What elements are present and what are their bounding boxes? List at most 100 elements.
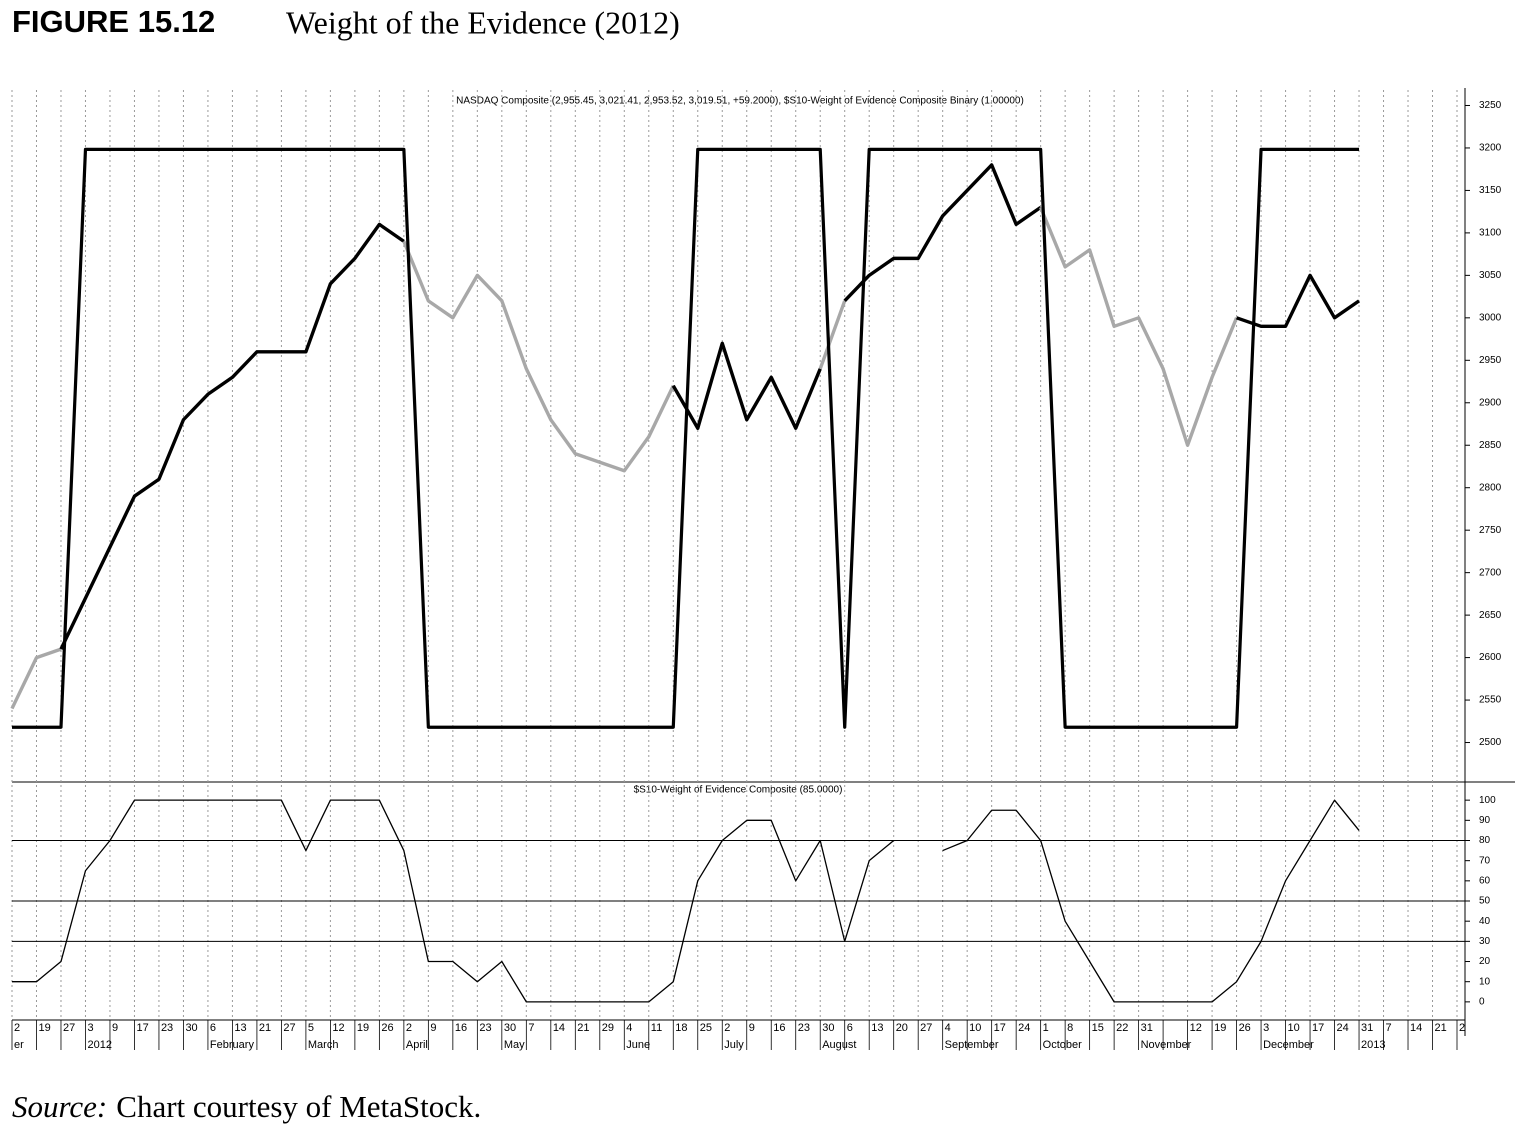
x-tick-label: 3: [1263, 1022, 1269, 1034]
figure-label: FIGURE 15.12: [12, 4, 215, 39]
y-tick-label: 0: [1479, 997, 1485, 1008]
x-tick-label: 27: [63, 1022, 75, 1034]
y-tick-label: 50: [1479, 896, 1491, 907]
x-tick-label: 19: [38, 1022, 50, 1034]
x-tick-label: 21: [259, 1022, 271, 1034]
x-tick-label: 30: [822, 1022, 834, 1034]
x-tick-label: 24: [1337, 1022, 1349, 1034]
month-label: April: [406, 1039, 428, 1051]
x-tick-label: 12: [1190, 1022, 1202, 1034]
y-tick-label: 3150: [1479, 185, 1502, 196]
y-tick-label: 30: [1479, 936, 1491, 947]
month-label: August: [822, 1039, 856, 1051]
x-tick-label: 16: [455, 1022, 467, 1034]
x-tick-label: 19: [357, 1022, 369, 1034]
y-tick-label: 20: [1479, 956, 1491, 967]
y-tick-label: 3100: [1479, 228, 1502, 239]
price-line: [818, 300, 847, 370]
x-tick-label: 6: [210, 1022, 216, 1034]
x-tick-label: 13: [871, 1022, 883, 1034]
price-line: [671, 341, 822, 430]
y-tick-label: 40: [1479, 916, 1491, 927]
y-tick-label: 3050: [1479, 270, 1502, 281]
y-tick-label: 10: [1479, 976, 1491, 987]
x-tick-label: 29: [602, 1022, 614, 1034]
y-tick-label: 2500: [1479, 737, 1502, 748]
x-tick-label: 27: [920, 1022, 932, 1034]
y-tick-label: 3000: [1479, 312, 1502, 323]
source-text: Chart courtesy of MetaStock.: [116, 1089, 481, 1124]
month-label: December: [1263, 1039, 1314, 1051]
x-tick-label: 2: [1459, 1022, 1465, 1034]
y-tick-label: 2800: [1479, 482, 1502, 493]
month-label: 2012: [87, 1039, 111, 1051]
x-tick-label: 16: [773, 1022, 785, 1034]
y-tick-label: 2950: [1479, 355, 1502, 366]
x-tick-label: 9: [749, 1022, 755, 1034]
indicator-line: [942, 799, 1360, 1003]
binary-line: [12, 147, 1360, 729]
x-tick-label: 20: [896, 1022, 908, 1034]
x-tick-label: 7: [1386, 1022, 1392, 1034]
x-tick-label: 24: [1018, 1022, 1030, 1034]
y-tick-label: 60: [1479, 875, 1491, 886]
month-label: October: [1043, 1039, 1082, 1051]
x-tick-label: 19: [1214, 1022, 1226, 1034]
x-tick-label: 2: [406, 1022, 412, 1034]
x-tick-label: 30: [504, 1022, 516, 1034]
x-tick-label: 31: [1141, 1022, 1153, 1034]
y-tick-label: 2600: [1479, 652, 1502, 663]
x-tick-label: 21: [577, 1022, 589, 1034]
x-tick-label: 9: [112, 1022, 118, 1034]
x-tick-label: 1: [1043, 1022, 1049, 1034]
panel-title: $S10-Weight of Evidence Composite (85.00…: [634, 785, 843, 796]
x-tick-label: 23: [161, 1022, 173, 1034]
price-line: [402, 240, 675, 473]
x-tick-label: 17: [1312, 1022, 1324, 1034]
y-tick-label: 2850: [1479, 440, 1502, 451]
x-tick-label: 17: [994, 1022, 1006, 1034]
x-tick-label: 14: [1410, 1022, 1422, 1034]
source-label: Source:: [12, 1089, 107, 1124]
x-tick-label: 18: [675, 1022, 687, 1034]
x-tick-label: 6: [847, 1022, 853, 1034]
x-tick-label: 4: [945, 1022, 951, 1034]
y-tick-label: 70: [1479, 855, 1491, 866]
x-tick-label: 30: [185, 1022, 197, 1034]
x-tick-label: 27: [283, 1022, 295, 1034]
x-tick-label: 23: [798, 1022, 810, 1034]
x-tick-label: 4: [626, 1022, 632, 1034]
y-tick-label: 3200: [1479, 143, 1502, 154]
y-tick-label: 90: [1479, 815, 1491, 826]
y-tick-label: 2700: [1479, 567, 1502, 578]
y-tick-label: 2650: [1479, 610, 1502, 621]
x-tick-label: 10: [1288, 1022, 1300, 1034]
y-tick-label: 80: [1479, 835, 1491, 846]
y-tick-label: 2750: [1479, 525, 1502, 536]
x-tick-label: 10: [969, 1022, 981, 1034]
x-tick-label: 25: [700, 1022, 712, 1034]
month-label: November: [1141, 1039, 1192, 1051]
indicator-line: [12, 799, 895, 1003]
month-label: May: [504, 1039, 525, 1051]
x-tick-label: 5: [308, 1022, 314, 1034]
month-label: July: [724, 1039, 744, 1051]
price-line: [1039, 206, 1239, 447]
y-tick-label: 2900: [1479, 397, 1502, 408]
x-tick-label: 31: [1361, 1022, 1373, 1034]
x-tick-label: 8: [1067, 1022, 1073, 1034]
x-tick-label: 17: [136, 1022, 148, 1034]
x-tick-label: 14: [553, 1022, 565, 1034]
month-label: March: [308, 1039, 339, 1051]
price-line: [10, 647, 62, 710]
price-line: [59, 222, 405, 650]
month-label: 2013: [1361, 1039, 1385, 1051]
month-label: September: [945, 1039, 999, 1051]
price-line: [1236, 273, 1360, 329]
x-tick-label: 11: [651, 1022, 662, 1034]
source: Source: Chart courtesy of MetaStock.: [12, 1089, 481, 1124]
month-label: er: [14, 1039, 24, 1051]
x-tick-label: 22: [1116, 1022, 1128, 1034]
x-tick-label: 2: [724, 1022, 730, 1034]
